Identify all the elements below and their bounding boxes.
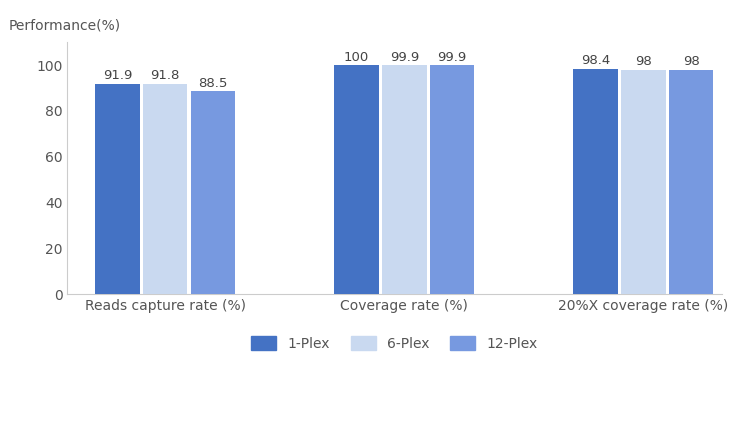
Bar bbox=[334, 65, 379, 294]
Bar bbox=[382, 65, 426, 294]
Bar bbox=[669, 69, 714, 294]
Bar bbox=[430, 65, 475, 294]
Bar bbox=[621, 69, 666, 294]
Text: 100: 100 bbox=[344, 51, 369, 63]
Text: 99.9: 99.9 bbox=[390, 51, 419, 64]
Bar bbox=[191, 91, 235, 294]
Text: 91.9: 91.9 bbox=[103, 69, 132, 82]
Text: 99.9: 99.9 bbox=[438, 51, 467, 64]
Bar bbox=[573, 69, 617, 294]
Text: Performance(%): Performance(%) bbox=[8, 18, 121, 32]
Bar bbox=[96, 84, 140, 294]
Legend: 1-Plex, 6-Plex, 12-Plex: 1-Plex, 6-Plex, 12-Plex bbox=[244, 329, 544, 358]
Bar bbox=[143, 84, 187, 294]
Text: 88.5: 88.5 bbox=[199, 77, 228, 90]
Text: 98: 98 bbox=[683, 55, 699, 68]
Text: 98: 98 bbox=[635, 55, 652, 68]
Text: 98.4: 98.4 bbox=[581, 54, 610, 67]
Text: 91.8: 91.8 bbox=[150, 69, 180, 82]
